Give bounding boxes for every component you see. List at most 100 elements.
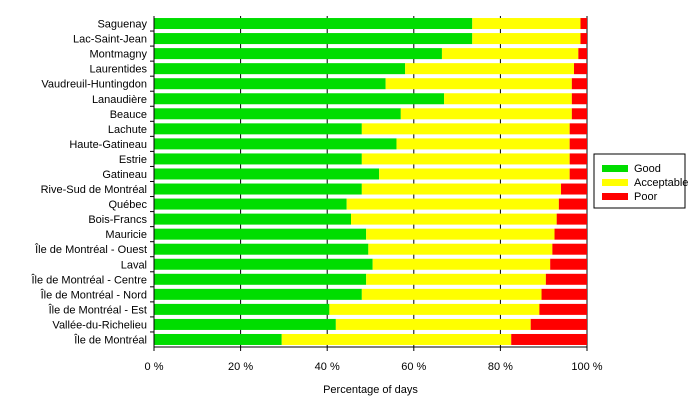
bar-good-rive-sud-de-montreal bbox=[154, 183, 362, 195]
bar-poor-saguenay bbox=[580, 18, 587, 30]
bar-good-mauricie bbox=[154, 228, 367, 240]
legend-label-good: Good bbox=[634, 163, 661, 175]
bar-acceptable-saguenay bbox=[472, 18, 581, 30]
category-label-rive-sud-de-montreal: Rive-Sud de Montréal bbox=[41, 184, 147, 196]
x-axis-title: Percentage of days bbox=[323, 384, 418, 396]
bar-poor-haute-gatineau bbox=[569, 138, 587, 150]
bar-good-saguenay bbox=[154, 18, 473, 30]
category-label-bois-francs: Bois-Francs bbox=[88, 214, 147, 226]
bar-acceptable-ile-de-montreal-ouest bbox=[368, 243, 553, 255]
category-label-ile-de-montreal-est: Île de Montréal - Est bbox=[48, 303, 147, 316]
bar-poor-vaudreuil-huntingdon bbox=[571, 78, 587, 90]
bar-good-ile-de-montreal bbox=[154, 333, 282, 345]
legend-label-acceptable: Acceptable bbox=[634, 177, 688, 189]
bar-good-beauce bbox=[154, 108, 401, 120]
legend-swatch-poor bbox=[602, 193, 628, 200]
category-label-lanaudiere: Lanaudière bbox=[92, 94, 147, 106]
bar-poor-quebec bbox=[558, 198, 587, 210]
legend-swatch-acceptable bbox=[602, 179, 628, 186]
bar-acceptable-rive-sud-de-montreal bbox=[361, 183, 562, 195]
bar-good-estrie bbox=[154, 153, 362, 165]
bar-poor-laval bbox=[550, 258, 587, 270]
x-tick-label: 20 % bbox=[228, 361, 253, 373]
bar-good-ile-de-montreal-ouest bbox=[154, 243, 369, 255]
bar-acceptable-ile-de-montreal bbox=[281, 333, 512, 345]
bar-poor-beauce bbox=[571, 108, 587, 120]
bar-acceptable-mauricie bbox=[366, 228, 555, 240]
bar-poor-rive-sud-de-montreal bbox=[561, 183, 587, 195]
bar-acceptable-lachute bbox=[361, 123, 570, 135]
legend: Good Acceptable Poor bbox=[593, 153, 688, 209]
bar-good-montmagny bbox=[154, 48, 442, 60]
bar-poor-ile-de-montreal-ouest bbox=[552, 243, 587, 255]
bar-acceptable-vaudreuil-huntingdon bbox=[385, 78, 572, 90]
category-label-vallee-du-richelieu: Vallée-du-Richelieu bbox=[52, 319, 147, 331]
bar-good-lac-saint-jean bbox=[154, 33, 473, 45]
category-label-ile-de-montreal-centre: Île de Montréal - Centre bbox=[30, 273, 147, 286]
bar-good-vaudreuil-huntingdon bbox=[154, 78, 386, 90]
bar-poor-ile-de-montreal-est bbox=[539, 303, 587, 315]
category-label-montmagny: Montmagny bbox=[90, 49, 148, 61]
bar-acceptable-laval bbox=[372, 258, 551, 270]
legend-label-poor: Poor bbox=[634, 191, 658, 203]
bar-good-gatineau bbox=[154, 168, 380, 180]
bar-acceptable-montmagny bbox=[441, 48, 579, 60]
category-label-vaudreuil-huntingdon: Vaudreuil-Huntingdon bbox=[41, 79, 147, 91]
bar-good-haute-gatineau bbox=[154, 138, 397, 150]
bar-acceptable-vallee-du-richelieu bbox=[335, 318, 531, 330]
category-label-laurentides: Laurentides bbox=[90, 64, 148, 76]
x-tick-label: 80 % bbox=[488, 361, 513, 373]
bar-poor-ile-de-montreal-nord bbox=[541, 288, 587, 300]
category-label-lachute: Lachute bbox=[108, 124, 147, 136]
x-tick-label: 40 % bbox=[315, 361, 340, 373]
bar-poor-estrie bbox=[569, 153, 587, 165]
bar-acceptable-ile-de-montreal-nord bbox=[361, 288, 542, 300]
bar-acceptable-beauce bbox=[400, 108, 572, 120]
bar-acceptable-ile-de-montreal-est bbox=[329, 303, 540, 315]
bar-acceptable-lanaudiere bbox=[444, 93, 572, 105]
bar-poor-lachute bbox=[569, 123, 587, 135]
category-label-lac-saint-jean: Lac-Saint-Jean bbox=[73, 34, 147, 46]
bar-good-bois-francs bbox=[154, 213, 352, 225]
x-tick-label: 0 % bbox=[145, 361, 164, 373]
x-tick-label: 100 % bbox=[571, 361, 602, 373]
bar-poor-lac-saint-jean bbox=[580, 33, 587, 45]
bar-poor-mauricie bbox=[554, 228, 587, 240]
bar-good-quebec bbox=[154, 198, 347, 210]
legend-swatch-good bbox=[602, 165, 628, 172]
bar-good-ile-de-montreal-centre bbox=[154, 273, 367, 285]
bar-poor-montmagny bbox=[578, 48, 587, 60]
bar-good-ile-de-montreal-est bbox=[154, 303, 330, 315]
bar-good-lachute bbox=[154, 123, 362, 135]
x-axis: 0 % 20 % 40 % 60 % 80 % 100 % bbox=[145, 16, 603, 373]
bar-poor-gatineau bbox=[569, 168, 587, 180]
category-label-saguenay: Saguenay bbox=[97, 19, 147, 31]
category-labels: Saguenay Lac-Saint-Jean Montmagny Laurentid… bbox=[30, 19, 147, 347]
category-label-ile-de-montreal-nord: Île de Montréal - Nord bbox=[40, 288, 147, 301]
bar-good-ile-de-montreal-nord bbox=[154, 288, 362, 300]
bar-good-laurentides bbox=[154, 63, 406, 75]
bar-poor-ile-de-montreal-centre bbox=[545, 273, 587, 285]
bar-acceptable-haute-gatineau bbox=[396, 138, 570, 150]
category-label-gatineau: Gatineau bbox=[102, 169, 147, 181]
bar-good-vallee-du-richelieu bbox=[154, 318, 336, 330]
category-label-beauce: Beauce bbox=[110, 109, 147, 121]
bar-acceptable-gatineau bbox=[379, 168, 570, 180]
category-label-haute-gatineau: Haute-Gatineau bbox=[69, 139, 147, 151]
bar-acceptable-estrie bbox=[361, 153, 570, 165]
bar-poor-laurentides bbox=[574, 63, 587, 75]
category-label-laval: Laval bbox=[121, 259, 147, 271]
bar-acceptable-ile-de-montreal-centre bbox=[366, 273, 546, 285]
bar-acceptable-bois-francs bbox=[351, 213, 557, 225]
bar-poor-ile-de-montreal bbox=[511, 333, 587, 345]
bar-poor-bois-francs bbox=[556, 213, 587, 225]
bar-poor-vallee-du-richelieu bbox=[530, 318, 587, 330]
bar-good-laval bbox=[154, 258, 373, 270]
category-label-ile-de-montreal-ouest: Île de Montréal - Ouest bbox=[34, 243, 147, 256]
category-label-estrie: Estrie bbox=[119, 154, 147, 166]
category-label-quebec: Québec bbox=[108, 199, 147, 211]
category-label-mauricie: Mauricie bbox=[105, 229, 147, 241]
bar-acceptable-quebec bbox=[346, 198, 559, 210]
bar-poor-lanaudiere bbox=[571, 93, 587, 105]
